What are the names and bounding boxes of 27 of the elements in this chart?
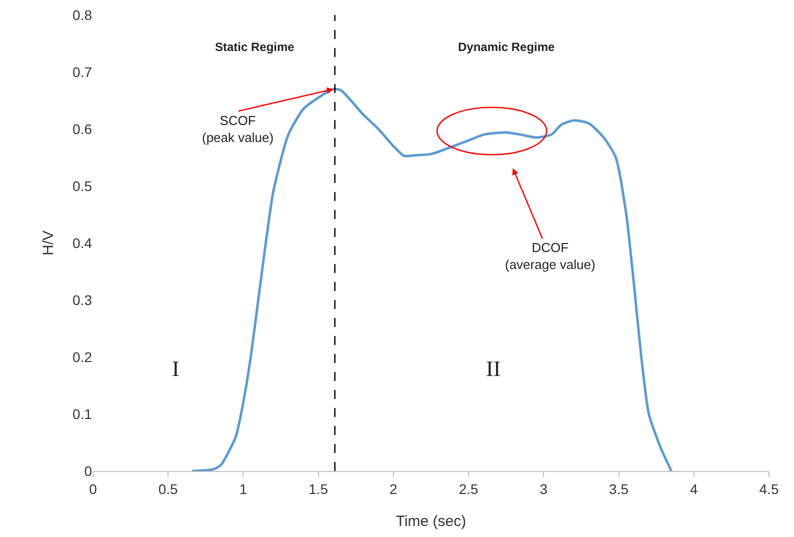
y-tick-label: 0	[84, 462, 92, 479]
annotation: Dynamic Regime	[458, 40, 556, 54]
x-tick-label: 1	[239, 480, 248, 497]
y-tick-label: 0.4	[72, 234, 92, 251]
y-axis-title: H/V	[40, 230, 57, 256]
x-tick-label: 0.5	[158, 480, 178, 497]
y-tick-label: 0.5	[72, 178, 92, 194]
y-tick-label: 0.3	[72, 292, 92, 308]
annotation: Static Regime	[215, 40, 295, 54]
annotation: DCOF (average value)	[505, 240, 596, 272]
annotation: II	[486, 356, 501, 381]
y-tick-label: 0.7	[72, 64, 92, 80]
annotation: I	[172, 356, 180, 381]
y-tick-label: 0.1	[72, 406, 92, 422]
x-tick-label: 3.5	[609, 480, 629, 497]
x-tick-label: 2.5	[458, 480, 478, 497]
x-tick-label: 4.5	[759, 480, 779, 497]
x-tick-label: 2	[390, 480, 398, 497]
y-tick-label: 0.8	[72, 6, 92, 23]
x-axis-title: Time (sec)	[396, 513, 466, 530]
y-tick-label: 0.6	[72, 120, 92, 137]
x-tick-label: 1.5	[308, 480, 328, 497]
x-tick-label: 3	[540, 480, 548, 497]
x-tick-label: 4	[690, 480, 698, 497]
y-tick-label: 0.2	[72, 348, 92, 365]
line-series	[190, 88, 673, 471]
annotation: SCOF (peak value)	[202, 113, 274, 145]
